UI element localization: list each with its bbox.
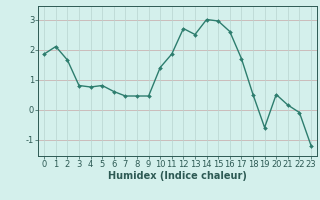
X-axis label: Humidex (Indice chaleur): Humidex (Indice chaleur) bbox=[108, 171, 247, 181]
